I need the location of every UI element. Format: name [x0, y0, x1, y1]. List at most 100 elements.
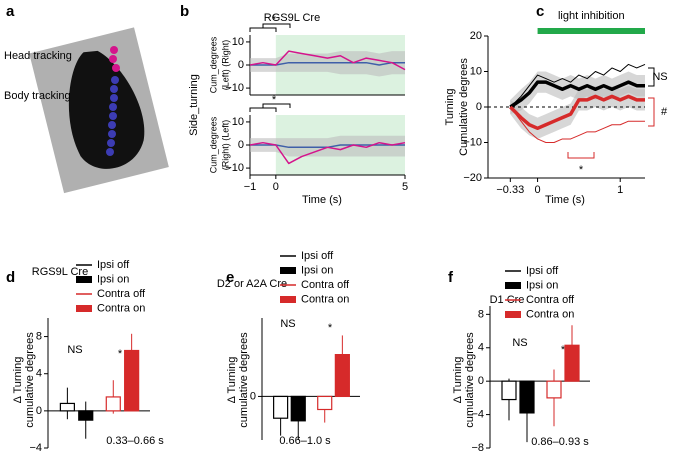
annotation: *: [272, 94, 277, 106]
panel-label: f: [448, 269, 454, 286]
bar: [519, 380, 535, 414]
legend-marker: [76, 293, 92, 295]
bar: [501, 380, 517, 401]
legend-label: Contra on: [301, 293, 349, 305]
x-axis-label: Time (s): [545, 194, 585, 206]
x-tick-label: −0.33: [496, 184, 524, 196]
line: [509, 106, 645, 143]
x-tick-label: 0: [273, 181, 279, 193]
legend-marker: [76, 276, 92, 283]
y-tick-label: 20: [470, 30, 482, 42]
y-tick-label: 0: [238, 139, 244, 151]
y-axis-label: Cum_degrees: [208, 116, 218, 173]
y-tick-label: 0: [36, 405, 42, 417]
legend-label: Ipsi off: [301, 250, 334, 262]
y-axis-label: Δ Turning: [12, 357, 24, 404]
legend-label: Contra on: [526, 308, 574, 320]
annotation: *: [118, 348, 123, 360]
annotation: #: [661, 106, 668, 118]
x-tick-label: 0: [535, 184, 541, 196]
annotation: 0.33–0.66 s: [106, 435, 164, 447]
y-tick-label: −10: [225, 162, 244, 174]
bar: [78, 410, 94, 421]
y-axis-label: Side_turning: [188, 74, 200, 136]
line: [509, 63, 646, 108]
y-axis-label: cumulative degrees: [24, 332, 36, 428]
bar: [564, 344, 580, 382]
legend-label: Ipsi off: [526, 265, 559, 277]
y-axis-label: Turning: [444, 89, 456, 126]
legend-marker: [280, 267, 296, 274]
y-tick-label: 8: [478, 308, 484, 320]
y-tick-label: 4: [36, 368, 42, 380]
error-band: [250, 135, 405, 157]
y-axis-label: (Left) (Right): [220, 40, 230, 91]
panel-label: b: [180, 3, 189, 20]
y-tick-label: −10: [463, 136, 482, 148]
legend-label: Ipsi on: [526, 279, 558, 291]
annotation: *: [561, 344, 566, 356]
annotation: *: [328, 322, 333, 334]
y-tick-label: −4: [471, 408, 484, 420]
bar: [124, 349, 140, 412]
y-axis-label: cumulative degrees: [464, 332, 476, 428]
legend-label: Ipsi off: [97, 259, 130, 271]
chart-title: D2 or A2A Cre: [217, 278, 287, 290]
y-axis-label: Δ Turning: [452, 357, 464, 404]
line: [509, 80, 645, 109]
x-axis-label: Time (s): [302, 194, 342, 206]
legend-marker: [280, 255, 296, 257]
highlight-label: light inhibition: [558, 10, 625, 22]
y-tick-label: 0: [476, 101, 482, 113]
legend-label: Contra off: [301, 279, 350, 291]
legend-marker: [280, 284, 296, 286]
photo-label: Head tracking: [4, 50, 72, 62]
legend-marker: [505, 299, 521, 301]
line: [249, 50, 406, 71]
y-tick-label: 10: [232, 36, 244, 48]
x-tick-label: 5: [402, 181, 408, 193]
bar: [59, 402, 75, 412]
legend-marker: [76, 305, 92, 312]
bar: [546, 380, 562, 399]
y-tick-label: 10: [470, 65, 482, 77]
panel-label: c: [536, 3, 544, 20]
legend-marker: [280, 296, 296, 303]
legend-label: Ipsi on: [301, 264, 333, 276]
y-axis-label: (Right) (Left): [220, 120, 230, 171]
legend-label: Contra off: [526, 294, 575, 306]
y-tick-label: −20: [463, 172, 482, 184]
y-tick-label: 10: [232, 116, 244, 128]
x-tick-label: −1: [244, 181, 257, 193]
y-tick-label: 4: [478, 342, 484, 354]
photo-label: Body tracking: [4, 90, 71, 102]
line: [509, 94, 645, 131]
panel-label: e: [226, 269, 234, 286]
panel-label: a: [6, 3, 15, 20]
chart-title: RGS9L Cre: [32, 266, 88, 278]
y-axis-label: Cum_degrees: [208, 36, 218, 93]
legend-label: Contra off: [97, 288, 146, 300]
annotation: *: [579, 164, 584, 176]
legend-marker: [76, 264, 92, 266]
bar: [317, 395, 333, 411]
y-tick-label: −10: [225, 82, 244, 94]
legend-marker: [505, 282, 521, 289]
annotation: NS: [280, 318, 295, 330]
bar: [334, 354, 350, 398]
y-axis-label: Cumulative degrees: [458, 58, 470, 156]
y-tick-label: 0: [238, 59, 244, 71]
annotation: NS: [652, 71, 667, 83]
panel-label: d: [6, 269, 15, 286]
y-axis-label: cumulative degrees: [238, 332, 250, 428]
annotation: 0.86–0.93 s: [531, 436, 589, 448]
photo: [29, 27, 169, 194]
bar: [290, 395, 306, 422]
bar: [273, 395, 289, 419]
legend-marker: [505, 270, 521, 272]
chart-title: RGS9L Cre: [264, 12, 320, 24]
highlight-bar: [537, 28, 645, 34]
y-tick-label: −4: [29, 442, 42, 454]
